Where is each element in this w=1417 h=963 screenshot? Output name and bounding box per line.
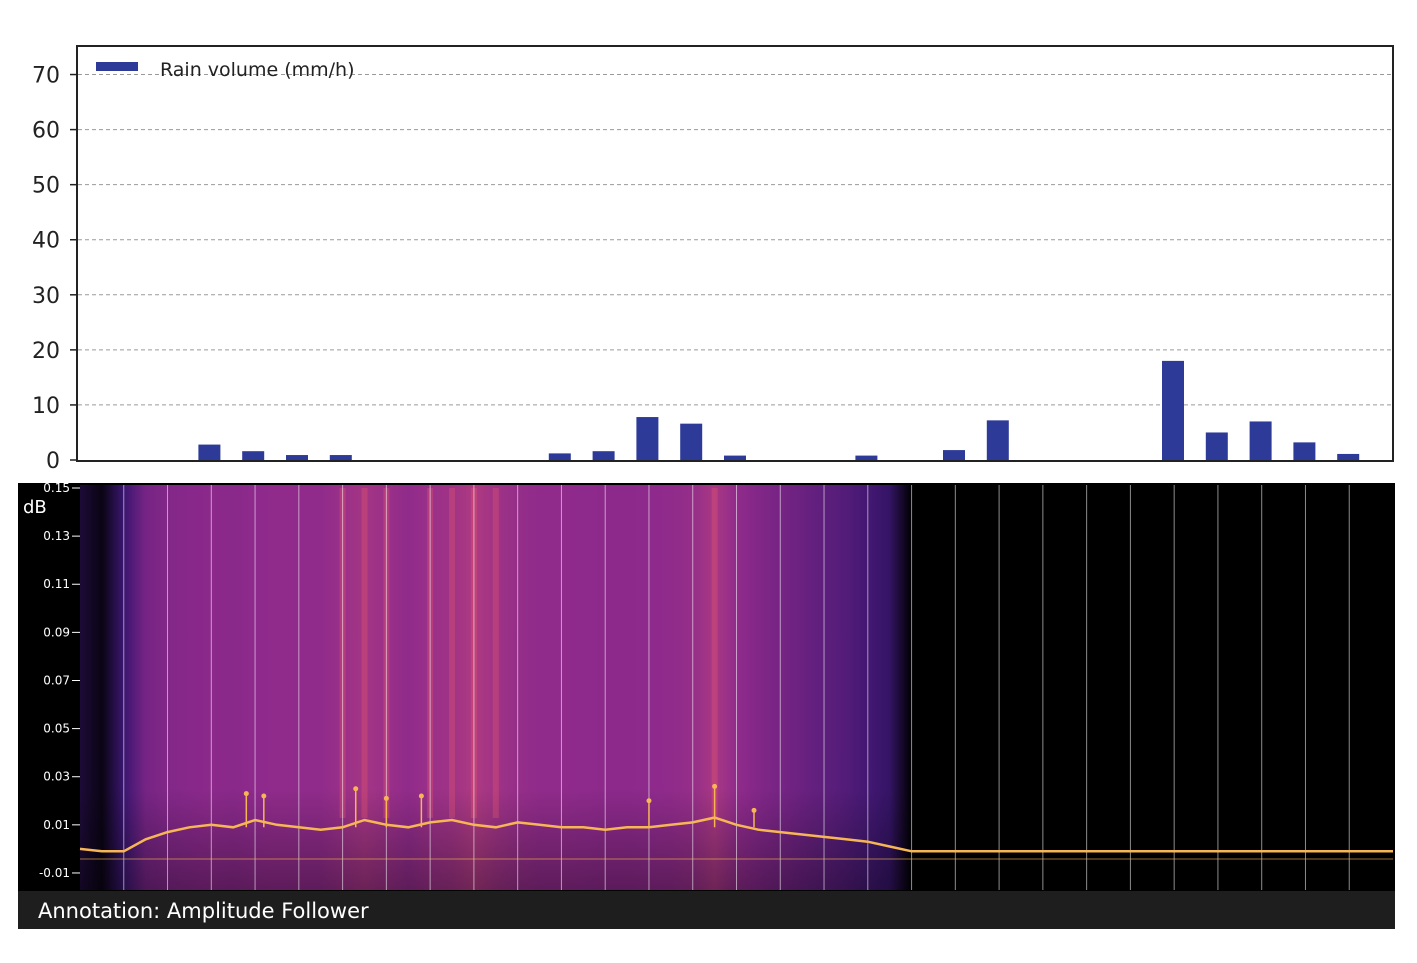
y-tick-label: 70 (32, 64, 60, 89)
y-tick-label: 40 (32, 229, 60, 254)
peak-point (751, 807, 757, 813)
bar (943, 450, 965, 460)
peak-point (353, 786, 359, 792)
bar-series (198, 360, 1360, 460)
bar (636, 417, 659, 460)
spectrogram-panel: 0.15 0.13 0.11 0.09 0.07 0.05 0.03 0.01 -0.01 dB… (18, 481, 1395, 929)
spectrogram-y-label: dB (23, 497, 47, 518)
y-tick-label: 60 (32, 119, 60, 144)
annotation-text: Annotation: Amplitude Follower (38, 899, 369, 923)
spec-y-tick-label: 0.15 (43, 481, 70, 495)
legend: Rain volume (mm/h) (96, 59, 355, 81)
streak (711, 488, 718, 818)
spec-y-tick-label: 0.11 (43, 577, 70, 591)
y-tick-label: 20 (32, 339, 60, 364)
bar (680, 423, 703, 460)
annotation-bar (18, 891, 1395, 929)
bar (1249, 421, 1272, 460)
spec-y-tick-label: 0.07 (43, 673, 70, 687)
spec-y-tick-label: 0.13 (43, 529, 70, 543)
y-tick-label: 30 (32, 284, 60, 309)
bar (724, 455, 746, 460)
streak (449, 488, 456, 818)
peak-point (243, 791, 249, 797)
y-tick-label: 50 (32, 174, 60, 199)
legend-swatch (96, 62, 138, 71)
bar-gridlines (78, 74, 1392, 406)
peak-point (383, 795, 389, 801)
legend-label: Rain volume (mm/h) (160, 59, 355, 81)
bar (986, 420, 1009, 460)
bar (242, 451, 265, 460)
amplitude-follower-line (79, 816, 1393, 853)
bar-chart: 0 10 20 30 40 50 60 70 Rain volume (mm/h) (32, 45, 1394, 474)
spec-y-tick-label: 0.01 (43, 818, 70, 832)
peak-point (646, 798, 652, 804)
spec-y-tick-label: 0.05 (43, 722, 70, 736)
spec-y-tick-label: 0.09 (43, 625, 70, 639)
bar-y-axis-ticks: 0 10 20 30 40 50 60 70 (32, 64, 78, 474)
spec-y-tick-label: 0.03 (43, 770, 70, 784)
bar (855, 455, 878, 460)
bar (592, 451, 615, 460)
peak-point (418, 793, 424, 799)
bar-plot-area (76, 45, 1394, 462)
bar (548, 453, 571, 460)
spectrogram-y-axis-ticks: 0.15 0.13 0.11 0.09 0.07 0.05 0.03 0.01 -0.01 (39, 481, 80, 880)
streak (492, 488, 499, 818)
streak (361, 488, 368, 818)
bar (1337, 453, 1360, 460)
peak-point (712, 783, 718, 789)
y-tick-label: 0 (46, 449, 60, 474)
bar (198, 444, 221, 460)
y-tick-label: 10 (32, 394, 60, 419)
spec-y-tick-label: -0.01 (39, 866, 70, 880)
bar (1293, 442, 1316, 460)
bar (1205, 432, 1228, 460)
bar (286, 455, 308, 460)
bar (1162, 360, 1184, 460)
peak-point (261, 793, 267, 799)
bar (329, 455, 352, 460)
